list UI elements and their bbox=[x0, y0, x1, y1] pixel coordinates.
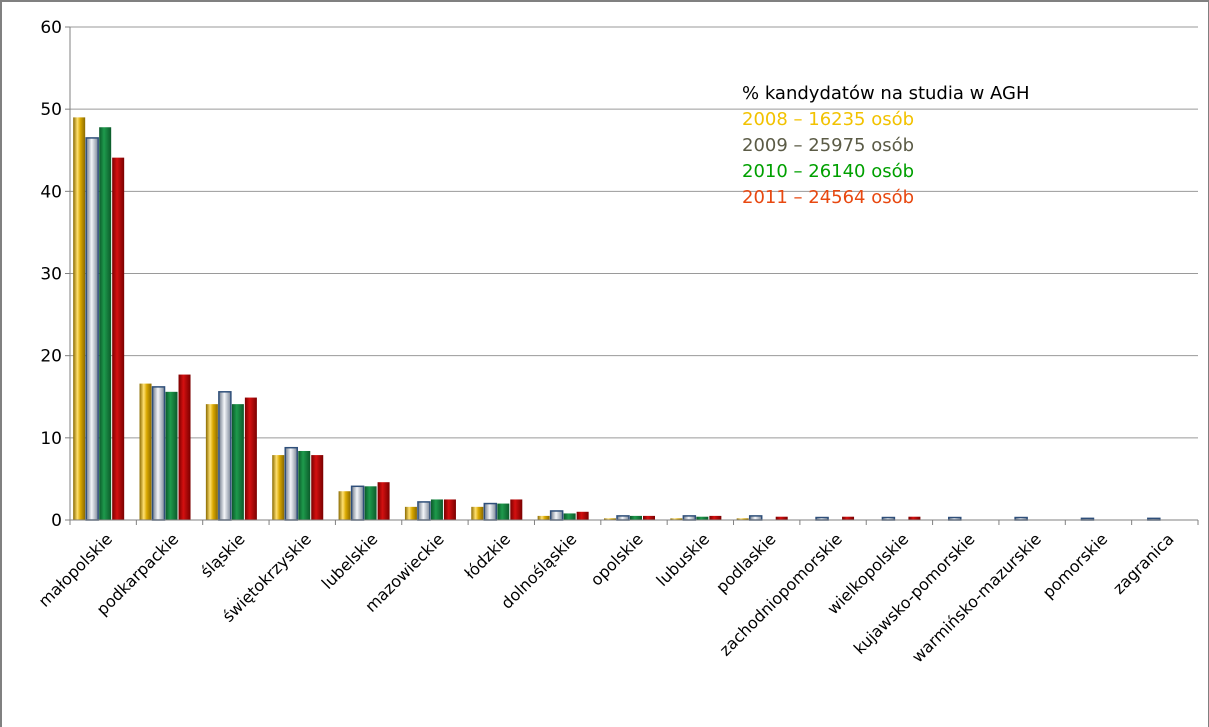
bar-2009-łódzkie bbox=[483, 502, 498, 521]
bar-2009-podkarpackie bbox=[151, 386, 166, 521]
bar-2010-śląskie bbox=[231, 404, 244, 520]
bar-2008-świętokrzyskie bbox=[272, 455, 285, 520]
bar-2009-opolskie bbox=[616, 515, 630, 521]
x-tick-label: śląskie bbox=[197, 529, 249, 581]
x-tick-label: warmińsko-mazurskie bbox=[908, 529, 1045, 666]
bar-2010-dolnośląskie bbox=[563, 513, 576, 520]
bar-2008-łódzkie bbox=[471, 506, 484, 520]
legend-2008: 2008 – 16235 osób bbox=[742, 109, 914, 130]
bar-2011-podkarpackie bbox=[178, 374, 191, 520]
bar-2010-mazowieckie bbox=[430, 499, 443, 520]
bar-2009-małopolskie bbox=[85, 137, 99, 521]
bar-2009-lubuskie bbox=[682, 515, 697, 521]
bar-2009-śląskie bbox=[218, 391, 232, 521]
bar-2008-mazowieckie bbox=[404, 506, 417, 520]
legend-2009: 2009 – 25975 osób bbox=[742, 135, 914, 156]
bar-2008-lubuskie bbox=[670, 518, 683, 520]
x-tick-label: lubuskie bbox=[653, 529, 714, 590]
bar-2009-lubelskie bbox=[350, 485, 365, 521]
grid-lines bbox=[70, 26, 1198, 439]
x-tick-label: zagranica bbox=[1109, 529, 1178, 598]
bar-2011-lubuskie bbox=[709, 515, 722, 520]
bar-2011-wielkopolskie bbox=[908, 516, 921, 520]
bar-2010-opolskie bbox=[630, 515, 642, 520]
y-tick-label: 20 bbox=[40, 347, 62, 367]
bar-2009-dolnośląskie bbox=[549, 510, 564, 521]
y-tick-label: 40 bbox=[40, 182, 62, 202]
legend: % kandydatów na studia w AGH 2008 – 1623… bbox=[742, 83, 1030, 208]
bar-2011-świętokrzyskie bbox=[311, 455, 324, 520]
legend-2010: 2010 – 26140 osób bbox=[742, 161, 914, 182]
x-tick-label: lubelskie bbox=[318, 529, 382, 593]
bar-2009-podlaskie bbox=[748, 515, 763, 521]
bar-2011-podlaskie bbox=[775, 516, 788, 520]
bar-2008-śląskie bbox=[205, 404, 218, 520]
bar-2011-śląskie bbox=[244, 397, 257, 520]
y-tick-label: 10 bbox=[40, 429, 62, 449]
y-tick-label: 50 bbox=[40, 100, 62, 120]
bar-2009-świętokrzyskie bbox=[284, 446, 298, 521]
y-tick-label: 60 bbox=[40, 18, 62, 38]
x-tick-label: podlaskie bbox=[712, 529, 779, 596]
bar-2010-świętokrzyskie bbox=[298, 450, 311, 520]
bar-2010-lubelskie bbox=[364, 486, 377, 520]
x-tick-label: pomorskie bbox=[1039, 529, 1112, 602]
bar-2008-dolnośląskie bbox=[537, 515, 550, 520]
legend-title: % kandydatów na studia w AGH bbox=[742, 83, 1030, 104]
bar-2010-lubuskie bbox=[696, 516, 709, 520]
bar-2010-małopolskie bbox=[99, 127, 112, 520]
bar-2011-lubelskie bbox=[377, 482, 390, 520]
bar-2010-podkarpackie bbox=[165, 391, 178, 520]
bar-2011-dolnośląskie bbox=[576, 511, 589, 520]
bar-2008-lubelskie bbox=[338, 491, 351, 520]
y-tick-label: 30 bbox=[40, 265, 62, 285]
bar-2008-podkarpackie bbox=[139, 383, 152, 520]
bar-2009-mazowieckie bbox=[417, 501, 431, 521]
legend-2011: 2011 – 24564 osób bbox=[742, 187, 914, 208]
bar-2010-łódzkie bbox=[497, 503, 510, 520]
x-tick-label: opolskie bbox=[587, 529, 647, 589]
bar-2008-małopolskie bbox=[73, 117, 86, 520]
bar-2011-małopolskie bbox=[112, 157, 125, 520]
x-tick-label: kujawsko-pomorskie bbox=[850, 529, 979, 658]
x-tick-label: łódzkie bbox=[461, 529, 514, 582]
y-axis-ticks: 0 10 20 30 40 50 60 bbox=[40, 18, 70, 531]
bar-2011-zachodniopomorskie bbox=[842, 516, 855, 520]
bars bbox=[73, 117, 1161, 521]
y-tick-label: 0 bbox=[51, 511, 62, 531]
axes bbox=[69, 27, 1199, 525]
bar-2011-łódzkie bbox=[510, 499, 523, 520]
bar-2011-mazowieckie bbox=[443, 499, 456, 520]
x-tick-label: zachodniopomorskie bbox=[716, 529, 846, 659]
bar-2008-podlaskie bbox=[736, 518, 749, 520]
bar-2008-opolskie bbox=[604, 518, 616, 520]
bar-2011-opolskie bbox=[643, 515, 655, 520]
